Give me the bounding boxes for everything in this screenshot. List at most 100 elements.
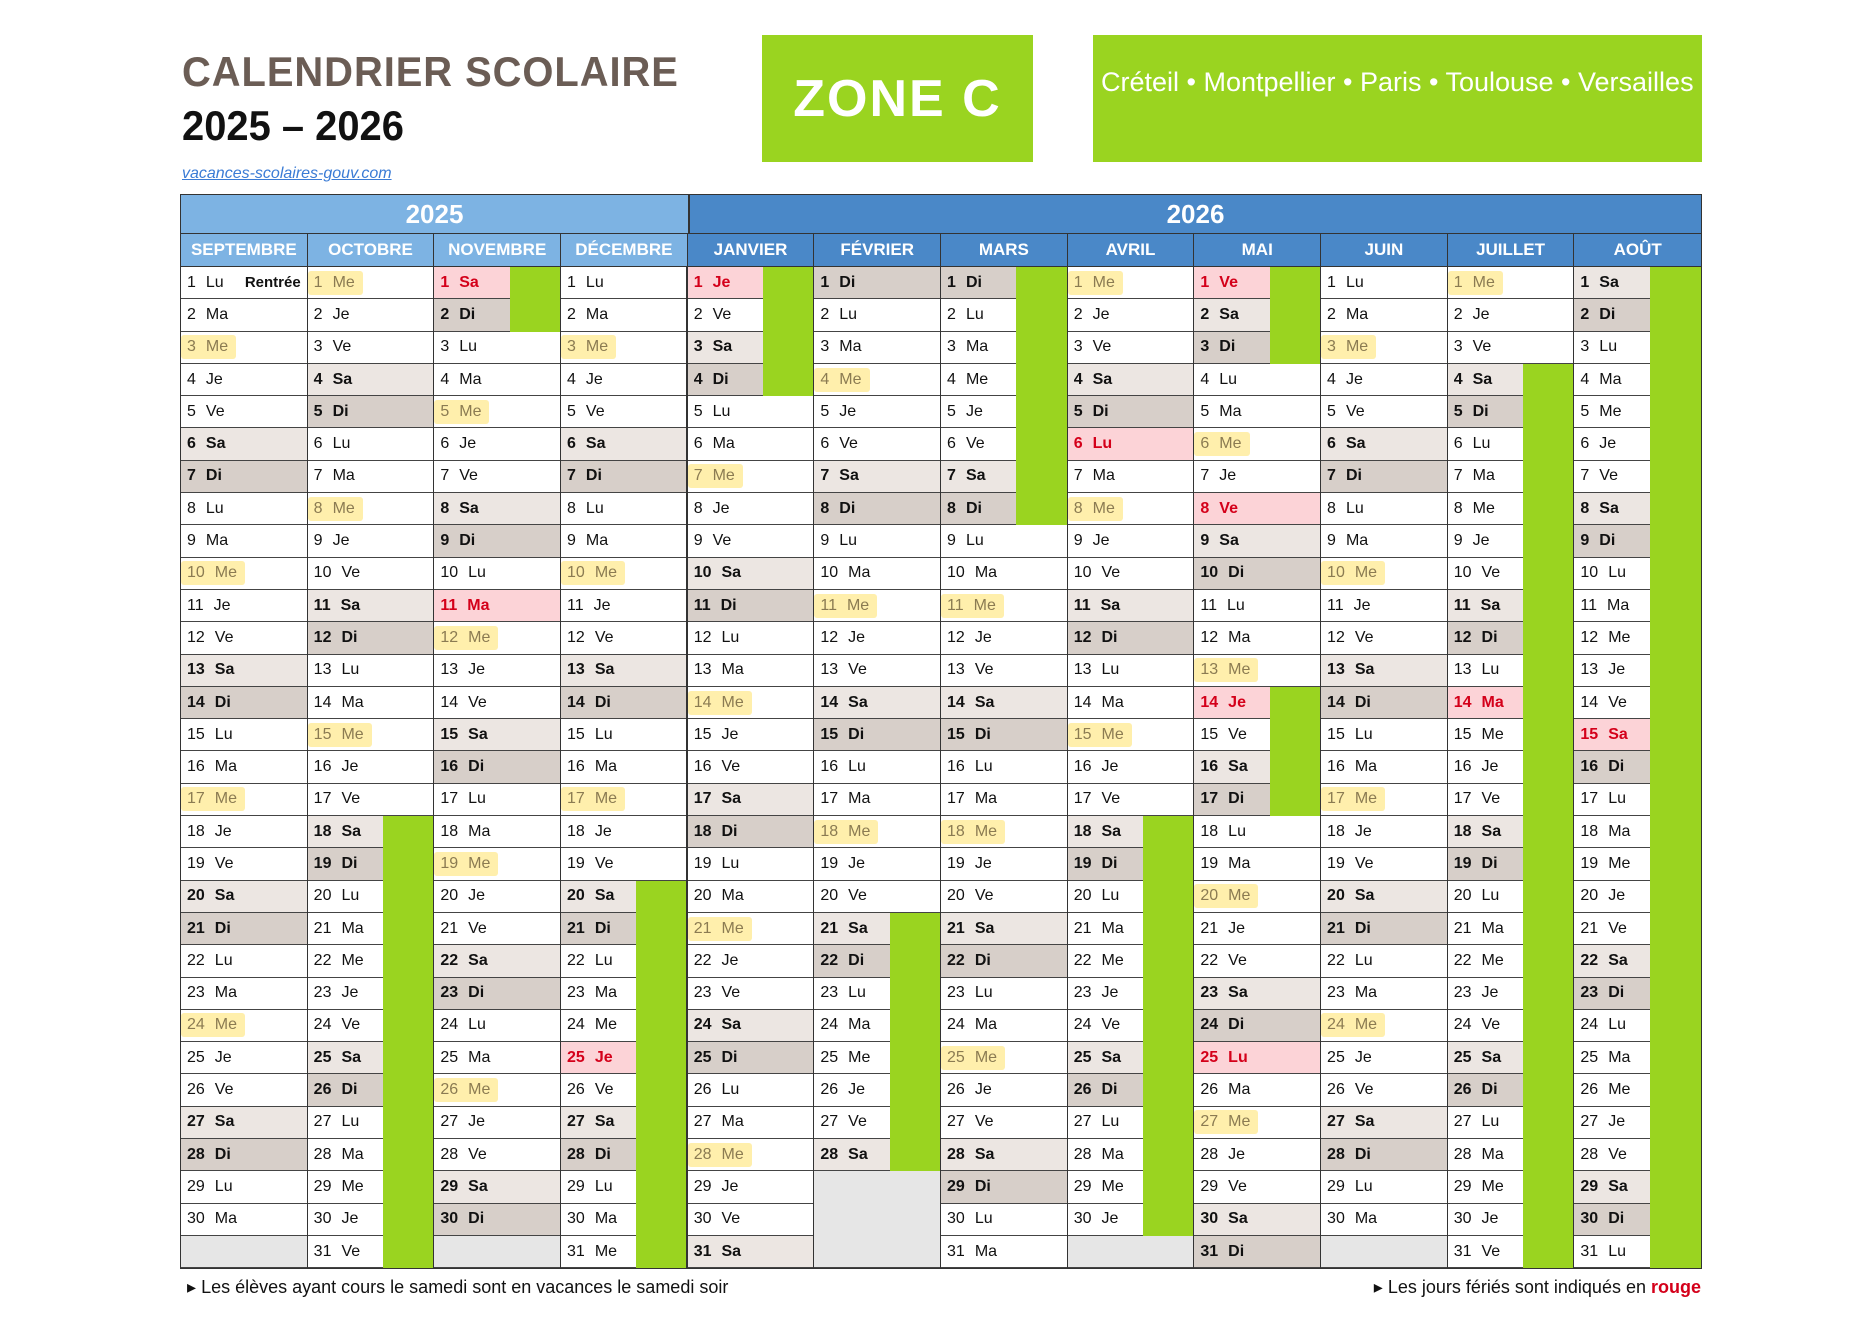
- day-content: 9 Ve: [687, 525, 814, 558]
- vacation-bar: [1143, 1042, 1194, 1075]
- day-label: 8 Me: [1454, 500, 1495, 518]
- day-cell: 22 Me: [1067, 945, 1194, 978]
- day-number: 8: [1200, 499, 1210, 517]
- day-label: 11 Je: [1327, 597, 1371, 615]
- day-content: 30 Sa: [1194, 1203, 1321, 1236]
- weekday-abbr: Je: [1354, 822, 1372, 840]
- day-label: 5 Je: [820, 403, 856, 421]
- wednesday-highlight: 1 Me: [307, 270, 363, 295]
- day-cell: 25 Me: [814, 1042, 941, 1075]
- month-header-row: SEPTEMBRE OCTOBRE NOVEMBRE DÉCEMBRE JANVIER F…: [181, 233, 1702, 267]
- day-content: 23 Lu: [941, 978, 1067, 1010]
- day-number: 21: [1580, 919, 1599, 937]
- weekday-abbr: Ma: [594, 1210, 618, 1228]
- day-number: 23: [693, 984, 712, 1002]
- day-content: 12 Di: [1067, 622, 1194, 655]
- day-cell: 2 Di: [434, 299, 561, 332]
- day-label: 16 Di: [1580, 758, 1624, 776]
- day-number: 20: [1580, 887, 1599, 905]
- day-number: 24: [1580, 1016, 1599, 1034]
- day-label: 2 Ma: [1327, 306, 1368, 324]
- day-cell: 14 Ma: [1447, 686, 1574, 720]
- weekday-abbr: Lu: [594, 951, 613, 969]
- weekday-abbr: Lu: [839, 532, 858, 550]
- day-label: 18 Sa: [314, 823, 361, 841]
- weekday-abbr: Je: [974, 854, 992, 872]
- day-label: 6 Je: [1580, 435, 1616, 453]
- day-cell: 8 Sa: [1574, 493, 1702, 526]
- day-number: 16: [567, 758, 585, 776]
- day-content: 4 Je: [561, 364, 686, 397]
- day-cell: 31 Lu: [1574, 1235, 1702, 1269]
- day-number: 26: [1580, 1081, 1599, 1099]
- day-label: 24 Lu: [1580, 1016, 1626, 1034]
- day-label: 23 Di: [1580, 984, 1624, 1002]
- wednesday-highlight: 17 Me: [1321, 787, 1386, 812]
- source-link[interactable]: vacances-scolaires-gouv.com: [182, 165, 392, 182]
- day-number: 21: [1453, 919, 1472, 937]
- bullet-icon: ▸: [187, 1277, 197, 1297]
- day-number: 25: [693, 1048, 712, 1066]
- day-number: 5: [947, 402, 956, 420]
- day-number: 12: [947, 628, 965, 646]
- day-cell: 28 Je: [1194, 1139, 1321, 1172]
- day-label: 19 Di: [1074, 855, 1118, 873]
- day-label: 30 Lu: [947, 1210, 993, 1228]
- day-content: 9 Sa: [1194, 525, 1321, 558]
- day-cell: 1 Lu: [1321, 267, 1447, 300]
- day-number: 12: [820, 628, 839, 646]
- year-header-2026: 2026: [690, 195, 1701, 233]
- weekday-abbr: Lu: [1219, 370, 1238, 388]
- weekday-abbr: Je: [974, 628, 992, 646]
- weekday-abbr: Ma: [341, 1145, 364, 1163]
- weekday-abbr: Di: [1472, 402, 1489, 420]
- day-number: 14: [1073, 693, 1092, 711]
- day-label: 3 Lu: [440, 338, 477, 356]
- weekday-abbr: Me: [1354, 790, 1378, 808]
- day-content: 23 Lu: [814, 978, 890, 1010]
- vacation-bar: [763, 363, 814, 397]
- day-label: 13 Lu: [1074, 661, 1120, 679]
- month-column: 1 Di 2 Lu 3 Ma 4 Me 5 Je 6 Ve 7 Sa 8 Di 9 Lu 10 Ma 11 Me 12 Je 1…: [941, 267, 1068, 1269]
- weekday-abbr: Lu: [1608, 1016, 1626, 1034]
- day-cell: 26 Lu: [687, 1074, 814, 1107]
- day-cell: 24 Me: [181, 1010, 307, 1043]
- month-column: 1 Me 2 Je 3 Ve 4 Sa 5 Di 6 Lu 7 Ma 8 Me 9 Je 10 Ve 11 Sa 12 Di 1…: [1447, 267, 1575, 1269]
- day-content: 3 Lu: [1574, 332, 1651, 364]
- weekday-abbr: Sa: [1480, 596, 1501, 614]
- day-number: 19: [567, 854, 585, 872]
- day-label: 23 Ma: [1327, 984, 1377, 1002]
- day-label: 29 Me: [1074, 1178, 1124, 1196]
- day-cell: 17 Ve: [1447, 783, 1574, 817]
- day-cell: 20 Me: [1194, 881, 1321, 913]
- day-number: 17: [1073, 790, 1092, 808]
- day-cell: 16 Je: [1447, 751, 1574, 784]
- day-label: 29 Me: [314, 1178, 364, 1196]
- vacation-bar: [383, 1171, 434, 1204]
- day-number: 7: [567, 467, 576, 485]
- weekday-abbr: Me: [594, 564, 618, 582]
- day-number: 28: [947, 1145, 965, 1163]
- day-label: 9 Je: [1074, 532, 1110, 550]
- day-content: 25 Ma: [434, 1042, 561, 1075]
- day-content: 24 Me: [561, 1010, 636, 1043]
- day-number: 15: [567, 725, 585, 743]
- day-cell: 4 Sa: [1067, 363, 1194, 397]
- day-content: 14 Sa: [941, 686, 1067, 720]
- day-number: 7: [1327, 467, 1336, 485]
- day-cell: 10 Ve: [1447, 557, 1574, 590]
- day-cell: 20 Lu: [1447, 880, 1574, 913]
- weekday-abbr: Di: [214, 693, 231, 711]
- day-cell: 12 Me: [1574, 622, 1702, 655]
- day-content: 6 Sa: [561, 428, 686, 461]
- weekday-abbr: Di: [585, 467, 602, 485]
- vacation-bar: [1523, 945, 1574, 978]
- day-content: 6 Ve: [814, 428, 941, 461]
- weekday-abbr: Ve: [468, 693, 487, 711]
- day-label: 4 Ma: [1580, 371, 1621, 389]
- day-number: 11: [1453, 596, 1471, 614]
- weekday-abbr: Ma: [341, 693, 364, 711]
- day-content: 16 Ve: [687, 751, 814, 784]
- day-label: 13 Lu: [1454, 661, 1500, 679]
- day-content: 8 Lu: [181, 493, 307, 526]
